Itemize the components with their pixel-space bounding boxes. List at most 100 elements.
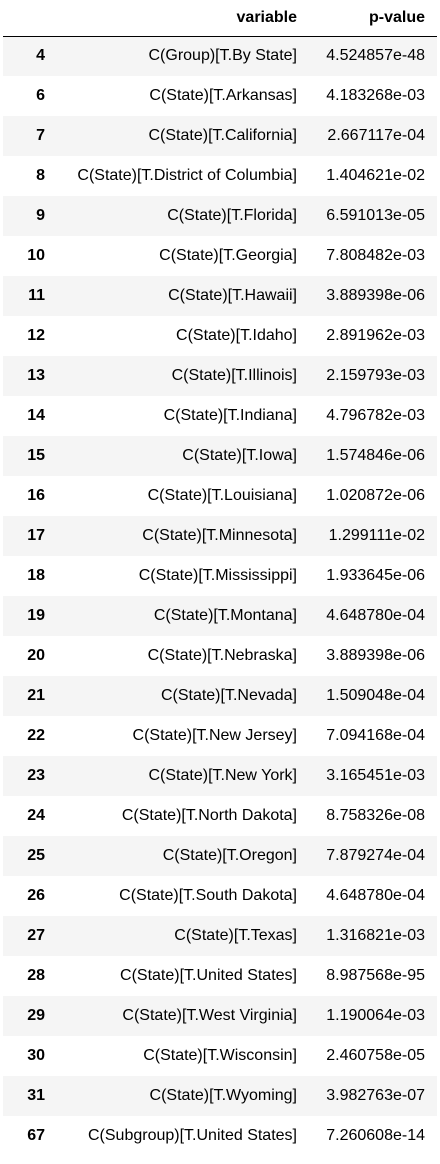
variable-cell: C(Subgroup)[T.United States] xyxy=(88,1127,297,1144)
index-column-header xyxy=(3,0,58,37)
header-row: variable p-value xyxy=(3,0,437,37)
variable-cell: C(State)[T.Arkansas] xyxy=(149,87,297,104)
pvalue-cell: 4.183268e-03 xyxy=(326,87,425,104)
variable-cell: C(State)[T.Georgia] xyxy=(159,247,297,264)
variable-cell: C(State)[T.West Virginia] xyxy=(122,1007,297,1024)
variable-cell: C(State)[T.Montana] xyxy=(153,607,297,624)
variable-cell: C(State)[T.Louisiana] xyxy=(147,487,297,504)
pvalue-cell: 1.404621e-02 xyxy=(326,167,425,184)
pvalue-cell: 7.808482e-03 xyxy=(326,247,425,264)
row-index: 28 xyxy=(27,967,45,984)
row-index: 6 xyxy=(36,87,45,104)
variable-cell: C(State)[T.Wisconsin] xyxy=(143,1047,297,1064)
variable-cell: C(State)[T.Idaho] xyxy=(176,327,297,344)
table-header: variable p-value xyxy=(3,0,437,37)
pvalue-cell: 7.879274e-04 xyxy=(326,847,425,864)
table-row: 9 C(State)[T.Florida] 6.591013e-05 xyxy=(3,196,437,236)
pvalue-cell: 1.574846e-06 xyxy=(326,447,425,464)
pvalue-cell: 2.159793e-03 xyxy=(326,367,425,384)
row-index: 21 xyxy=(27,687,45,704)
row-index: 20 xyxy=(27,647,45,664)
pvalue-cell: 4.648780e-04 xyxy=(326,887,425,904)
variable-cell: C(State)[T.Oregon] xyxy=(162,847,297,864)
pvalue-cell: 1.190064e-03 xyxy=(326,1007,425,1024)
row-index: 13 xyxy=(27,367,45,384)
row-index: 12 xyxy=(27,327,45,344)
row-index: 30 xyxy=(27,1047,45,1064)
table-row: 31 C(State)[T.Wyoming] 3.982763e-07 xyxy=(3,1076,437,1116)
row-index: 27 xyxy=(27,927,45,944)
variable-cell: C(State)[T.Indiana] xyxy=(163,407,297,424)
table-row: 25 C(State)[T.Oregon] 7.879274e-04 xyxy=(3,836,437,876)
row-index: 22 xyxy=(27,727,45,744)
pvalue-cell: 8.987568e-95 xyxy=(326,967,425,984)
pvalue-cell: 4.796782e-03 xyxy=(326,407,425,424)
row-index: 14 xyxy=(27,407,45,424)
table-row: 18 C(State)[T.Mississippi] 1.933645e-06 xyxy=(3,556,437,596)
variable-cell: C(State)[T.North Dakota] xyxy=(121,807,297,824)
row-index: 23 xyxy=(27,767,45,784)
row-index: 18 xyxy=(27,567,45,584)
variable-cell: C(State)[T.United States] xyxy=(120,967,297,984)
variable-cell: C(State)[T.South Dakota] xyxy=(119,887,297,904)
pvalue-column-header: p-value xyxy=(305,0,437,37)
pvalue-cell: 1.509048e-04 xyxy=(326,687,425,704)
row-index: 31 xyxy=(27,1087,45,1104)
row-index: 17 xyxy=(27,527,45,544)
row-index: 8 xyxy=(36,167,45,184)
table-row: 21 C(State)[T.Nevada] 1.509048e-04 xyxy=(3,676,437,716)
table-row: 16 C(State)[T.Louisiana] 1.020872e-06 xyxy=(3,476,437,516)
dataframe-table: variable p-value 4 C(Group)[T.By State] 4.… xyxy=(3,0,437,1156)
variable-cell: C(State)[T.Nevada] xyxy=(160,687,297,704)
pvalue-cell: 1.299111e-02 xyxy=(328,527,425,544)
variable-cell: C(State)[T.California] xyxy=(148,127,298,144)
table-row: 4 C(Group)[T.By State] 4.524857e-48 xyxy=(3,36,437,76)
row-index: 9 xyxy=(36,207,45,224)
variable-cell: C(State)[T.Florida] xyxy=(167,207,297,224)
row-index: 11 xyxy=(28,287,45,304)
variable-cell: C(Group)[T.By State] xyxy=(148,47,298,65)
pvalue-cell: 2.891962e-03 xyxy=(326,327,425,344)
variable-column-header: variable xyxy=(58,0,305,37)
row-index: 10 xyxy=(27,247,45,264)
pvalue-cell: 3.982763e-07 xyxy=(326,1087,425,1104)
pvalue-cell: 1.316821e-03 xyxy=(326,927,425,944)
table-row: 17 C(State)[T.Minnesota] 1.299111e-02 xyxy=(3,516,437,556)
table-row: 20 C(State)[T.Nebraska] 3.889398e-06 xyxy=(3,636,437,676)
pvalue-cell: 1.020872e-06 xyxy=(326,487,425,504)
pvalue-cell: 8.758326e-08 xyxy=(326,807,425,824)
table-row: 7 C(State)[T.California] 2.667117e-04 xyxy=(3,116,437,156)
table-row: 12 C(State)[T.Idaho] 2.891962e-03 xyxy=(3,316,437,356)
row-index: 4 xyxy=(36,47,45,65)
row-index: 25 xyxy=(27,847,45,864)
row-index: 7 xyxy=(36,127,45,144)
table-row: 6 C(State)[T.Arkansas] 4.183268e-03 xyxy=(3,76,437,116)
variable-cell: C(State)[T.Texas] xyxy=(174,927,297,944)
variable-cell: C(State)[T.New Jersey] xyxy=(132,727,297,744)
pvalue-cell: 3.889398e-06 xyxy=(326,647,425,664)
variable-cell: C(State)[T.New York] xyxy=(148,767,298,784)
variable-cell: C(State)[T.Illinois] xyxy=(171,367,297,384)
table-row: 14 C(State)[T.Indiana] 4.796782e-03 xyxy=(3,396,437,436)
variable-cell: C(State)[T.District of Columbia] xyxy=(77,167,297,184)
pvalue-cell: 3.889398e-06 xyxy=(326,287,425,304)
table-row: 28 C(State)[T.United States] 8.987568e-95 xyxy=(3,956,437,996)
table-row: 13 C(State)[T.Illinois] 2.159793e-03 xyxy=(3,356,437,396)
table-row: 23 C(State)[T.New York] 3.165451e-03 xyxy=(3,756,437,796)
variable-cell: C(State)[T.Nebraska] xyxy=(147,647,297,664)
table-body: 4 C(Group)[T.By State] 4.524857e-48 6 C(Stat… xyxy=(3,36,437,1156)
table-row: 11 C(State)[T.Hawaii] 3.889398e-06 xyxy=(3,276,437,316)
variable-cell: C(State)[T.Hawaii] xyxy=(168,287,297,304)
row-index: 16 xyxy=(27,487,45,504)
table-row: 26 C(State)[T.South Dakota] 4.648780e-04 xyxy=(3,876,437,916)
pvalue-cell: 7.094168e-04 xyxy=(326,727,425,744)
variable-cell: C(State)[T.Minnesota] xyxy=(142,527,297,544)
table-row: 67 C(Subgroup)[T.United States] 7.260608e-… xyxy=(3,1116,437,1156)
pvalue-cell: 4.524857e-48 xyxy=(326,47,425,65)
table-row: 29 C(State)[T.West Virginia] 1.190064e-03 xyxy=(3,996,437,1036)
table-row: 30 C(State)[T.Wisconsin] 2.460758e-05 xyxy=(3,1036,437,1076)
pvalue-cell: 2.667117e-04 xyxy=(327,127,425,144)
pvalue-cell: 6.591013e-05 xyxy=(326,207,425,224)
variable-cell: C(State)[T.Wyoming] xyxy=(149,1087,297,1104)
table-row: 27 C(State)[T.Texas] 1.316821e-03 xyxy=(3,916,437,956)
